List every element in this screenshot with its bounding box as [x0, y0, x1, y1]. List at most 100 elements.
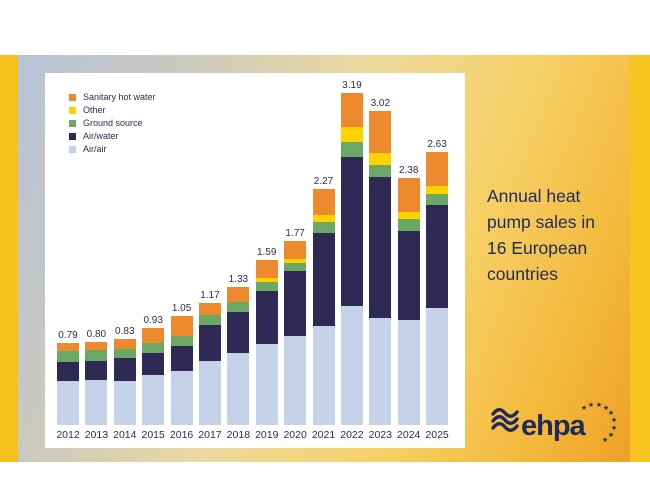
bar-segment-sanitary-hot-water — [170, 315, 193, 336]
bar-segment-ground-source — [85, 350, 108, 361]
wave-icon — [491, 408, 519, 432]
bar-segment-air-water — [113, 358, 136, 382]
bar-segment-other — [284, 258, 307, 263]
bar-segment-ground-source — [397, 219, 420, 231]
bar-segment-ground-source — [170, 335, 193, 346]
bar-segment-air-water — [369, 176, 392, 318]
legend-label: Ground source — [83, 118, 143, 128]
svg-text:★: ★ — [608, 431, 614, 439]
bar-column-2021: 2.27 2021 — [311, 176, 336, 442]
bar-column-2014: 0.83 2014 — [113, 325, 137, 442]
bar-value-label: 1.33 — [228, 273, 249, 285]
bar-value-label: 2.38 — [398, 164, 419, 176]
bar-segment-air-water — [397, 230, 420, 320]
bar-segment-ground-source — [426, 194, 449, 205]
bar-stack — [170, 315, 193, 425]
caption-line: pump sales in — [487, 212, 595, 232]
bar-column-2025: 2.63 2025 — [425, 139, 449, 442]
bar-segment-ground-source — [369, 165, 392, 177]
logo-stars: ★ ★ ★ ★ ★ ★ ★ ★ ★ — [581, 401, 617, 444]
bar-segment-air-air — [255, 343, 278, 425]
bar-column-2022: 3.19 2022 — [340, 80, 363, 442]
bar-segment-ground-source — [312, 222, 335, 233]
bar-segment-air-air — [113, 381, 136, 425]
x-tick-label: 2015 — [141, 429, 165, 441]
bar-value-label: 0.83 — [115, 325, 135, 337]
svg-text:★: ★ — [596, 401, 602, 409]
x-tick-label: 2014 — [113, 429, 137, 441]
bar-segment-air-air — [198, 360, 221, 425]
bar-stack — [227, 286, 250, 425]
x-tick-label: 2017 — [198, 429, 222, 441]
legend-item-air-water: Air/water — [69, 132, 156, 141]
bar-segment-other — [255, 278, 278, 282]
caption-line: 16 European — [487, 238, 588, 258]
bar-segment-air-air — [284, 335, 307, 425]
bar-segment-air-water — [284, 271, 307, 336]
svg-text:★: ★ — [603, 404, 609, 412]
bar-segment-sanitary-hot-water — [198, 303, 221, 315]
legend-swatch-ground-source — [69, 120, 76, 127]
legend-label: Sanitary hot water — [83, 92, 156, 102]
legend-swatch-sanitary-hot-water — [69, 94, 76, 101]
bar-stack — [312, 188, 335, 425]
legend-label: Air/water — [83, 131, 119, 141]
svg-text:★: ★ — [611, 424, 617, 432]
logo-wordmark: ehpa — [521, 410, 587, 442]
bar-segment-ground-source — [113, 349, 136, 359]
bar-segment-air-water — [255, 290, 278, 344]
bar-segment-air-water — [198, 325, 221, 361]
bar-value-label: 0.79 — [58, 329, 78, 341]
bar-stack — [57, 342, 79, 425]
bar-segment-air-water — [142, 353, 165, 376]
bar-stack — [340, 93, 363, 425]
bar-segment-sanitary-hot-water — [142, 328, 165, 343]
bar-segment-ground-source — [198, 314, 221, 326]
bar-value-label: 1.05 — [171, 302, 192, 314]
bar-chart: 0.79 2012 0.80 2013 0.83 2014 0.93 2015 1.05 2016… — [56, 80, 449, 442]
bar-stack — [369, 111, 392, 425]
svg-text:★: ★ — [608, 409, 614, 417]
svg-text:★: ★ — [581, 404, 587, 412]
chart-panel: Sanitary hot water Other Ground source Air/… — [45, 73, 465, 448]
svg-text:★: ★ — [588, 401, 594, 409]
x-tick-label: 2019 — [255, 429, 279, 441]
bar-segment-ground-source — [227, 302, 250, 312]
svg-text:★: ★ — [602, 436, 608, 444]
bar-segment-sanitary-hot-water — [284, 240, 307, 259]
bar-stack — [113, 338, 136, 425]
chart-caption: Annual heat pump sales in 16 European co… — [487, 183, 595, 287]
bar-segment-other — [312, 214, 335, 223]
bar-segment-sanitary-hot-water — [57, 342, 79, 352]
bar-column-2023: 3.02 2023 — [368, 98, 392, 442]
x-tick-label: 2013 — [84, 429, 109, 441]
bar-stack — [426, 151, 449, 425]
legend-item-other: Other — [69, 106, 156, 115]
bar-value-label: 3.19 — [342, 80, 362, 92]
legend-swatch-other — [69, 107, 76, 114]
svg-text:★: ★ — [611, 416, 617, 424]
x-tick-label: 2023 — [368, 429, 392, 441]
legend-item-ground-source: Ground source — [69, 119, 156, 128]
bar-segment-other — [369, 152, 392, 166]
bar-segment-sanitary-hot-water — [85, 341, 108, 351]
x-tick-label: 2016 — [169, 429, 194, 441]
x-tick-label: 2020 — [283, 429, 307, 441]
bar-column-2024: 2.38 2024 — [397, 164, 420, 442]
bar-segment-air-air — [312, 326, 335, 425]
bar-segment-ground-source — [57, 351, 79, 362]
bar-column-2018: 1.33 2018 — [227, 273, 250, 442]
bar-stack — [85, 341, 108, 425]
caption-line: countries — [487, 264, 559, 284]
bar-segment-air-water — [340, 156, 363, 307]
bar-column-2020: 1.77 2020 — [283, 228, 307, 442]
bar-stack — [255, 259, 278, 425]
bar-segment-ground-source — [340, 142, 363, 157]
bar-segment-sanitary-hot-water — [397, 177, 420, 212]
bar-segment-ground-source — [255, 281, 278, 291]
bar-segment-sanitary-hot-water — [369, 111, 392, 153]
x-tick-label: 2021 — [311, 429, 336, 441]
ehpa-logo: ehpa ★ ★ ★ ★ ★ ★ ★ ★ ★ — [490, 399, 622, 452]
banner: Sanitary hot water Other Ground source Air/… — [0, 55, 650, 462]
